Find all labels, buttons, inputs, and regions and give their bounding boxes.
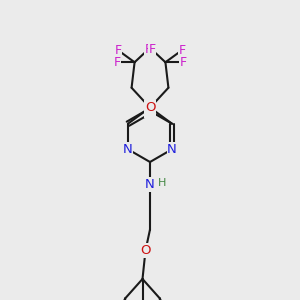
Text: F: F: [148, 43, 155, 56]
Text: N: N: [145, 178, 155, 191]
Text: O: O: [140, 244, 151, 257]
Text: O: O: [144, 101, 155, 114]
Text: N: N: [123, 143, 133, 156]
Text: F: F: [179, 56, 186, 69]
Text: H: H: [158, 178, 166, 188]
Text: N: N: [167, 143, 177, 156]
Text: F: F: [114, 56, 121, 69]
Text: O: O: [145, 101, 156, 114]
Text: F: F: [178, 44, 185, 57]
Text: N: N: [145, 104, 155, 118]
Text: F: F: [145, 43, 152, 56]
Text: F: F: [115, 44, 122, 57]
